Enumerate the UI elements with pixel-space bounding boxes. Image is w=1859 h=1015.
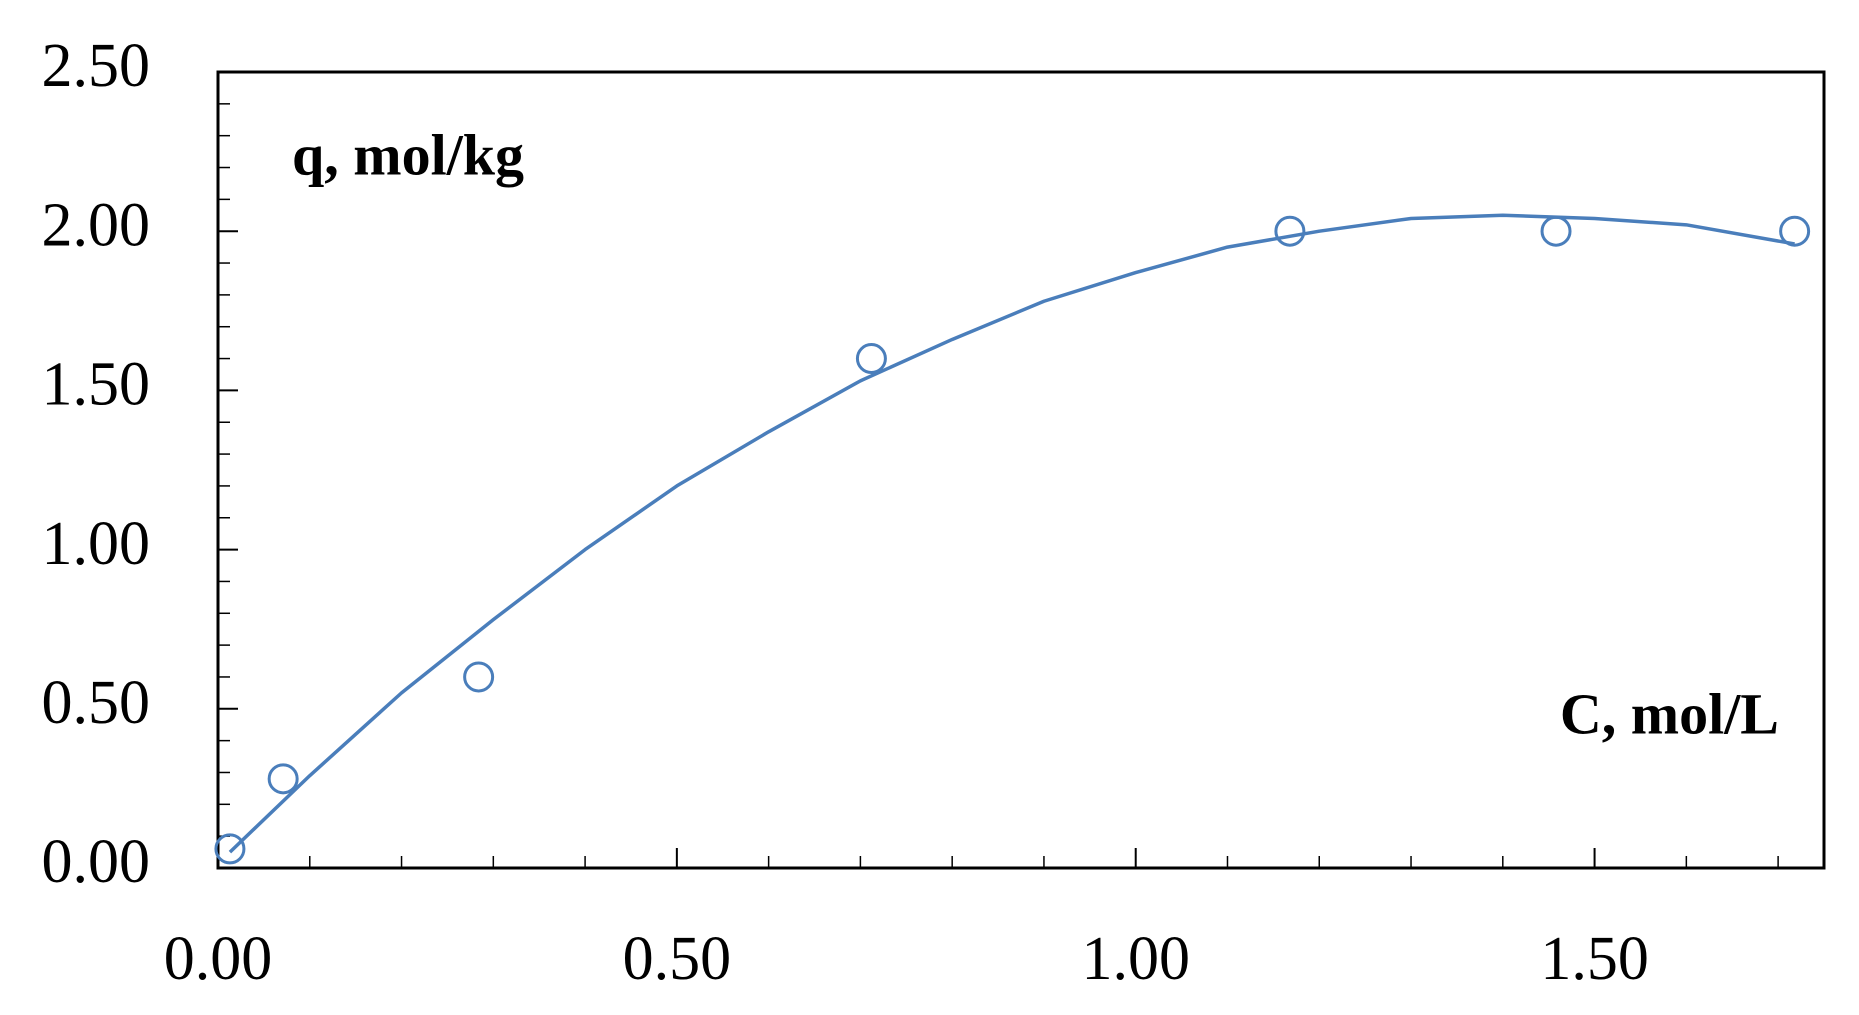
data-point [1779, 215, 1811, 247]
x-tick-label: 1.00 [1081, 925, 1190, 993]
y-tick-label: 2.50 [42, 32, 151, 100]
data-point [214, 833, 246, 865]
x-tick-label: 0.50 [623, 925, 732, 993]
y-tick-label: 0.00 [42, 828, 151, 896]
x-tick-label: 0.00 [164, 925, 273, 993]
data-point [463, 661, 495, 693]
y-tick-label: 2.00 [42, 191, 151, 259]
plot-frame [216, 70, 1826, 870]
y-axis-title: q, mol/kg [292, 122, 524, 187]
data-point [855, 343, 887, 375]
data-point [267, 763, 299, 795]
data-point [1274, 215, 1306, 247]
y-tick-label: 1.00 [42, 510, 151, 578]
data-point [1540, 215, 1572, 247]
x-axis-title: C, mol/L [1560, 681, 1779, 746]
y-tick-label: 0.50 [42, 669, 151, 737]
x-tick-label: 1.50 [1540, 925, 1649, 993]
y-tick-label: 1.50 [42, 351, 151, 419]
fit-line [228, 213, 1795, 854]
